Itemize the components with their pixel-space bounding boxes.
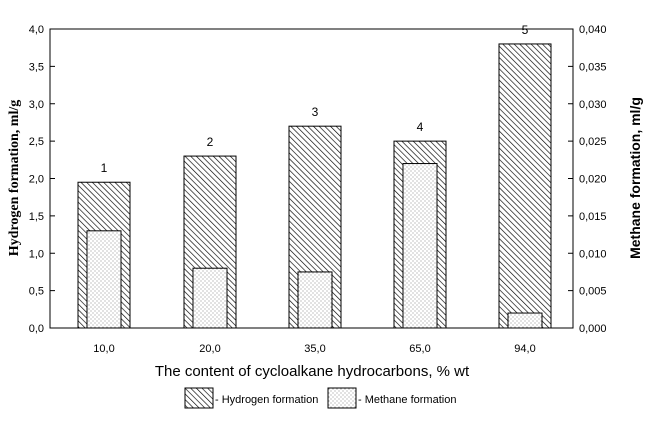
y-tick-label-right: 0,040: [579, 24, 607, 36]
y-tick-label-right: 0,000: [579, 323, 607, 335]
bar-number-label: 4: [417, 120, 424, 134]
y-tick-label-right: 0,010: [579, 248, 607, 260]
bar-hydrogen-5: [498, 43, 552, 329]
y-tick-label-left: 0,0: [29, 323, 44, 335]
legend-label-methane: - Methane formation: [358, 394, 456, 406]
bar-methane-4: [402, 163, 438, 329]
y-tick-label-right: 0,035: [579, 61, 607, 73]
y-tick-label-left: 1,5: [29, 211, 44, 223]
legend-swatch-hydrogen: [184, 387, 214, 409]
y-tick-label-left: 2,0: [29, 174, 44, 186]
y-tick-label-left: 2,5: [29, 136, 44, 148]
y-tick-label-right: 0,030: [579, 99, 607, 111]
legend-swatch-methane: [327, 387, 357, 409]
y-tick-label-left: 3,5: [29, 61, 44, 73]
x-tick-label: 35,0: [304, 343, 325, 355]
y-tick-label-left: 4,0: [29, 24, 44, 36]
x-tick-label: 65,0: [409, 343, 430, 355]
legend-label-hydrogen: - Hydrogen formation: [215, 394, 318, 406]
bar-number-label: 3: [312, 105, 319, 119]
y-tick-label-right: 0,005: [579, 286, 607, 298]
y-tick-label-right: 0,020: [579, 174, 607, 186]
y-tick-label-left: 3,0: [29, 99, 44, 111]
bar-methane-2: [192, 267, 228, 329]
y-tick-label-right: 0,015: [579, 211, 607, 223]
bar-number-label: 2: [207, 135, 214, 149]
x-tick-label: 10,0: [93, 343, 114, 355]
bar-number-label: 1: [101, 161, 108, 175]
bar-methane-5: [507, 312, 543, 329]
bar-number-label: 5: [522, 23, 529, 37]
y-tick-label-left: 0,5: [29, 286, 44, 298]
x-tick-label: 94,0: [514, 343, 535, 355]
y-tick-label-right: 0,025: [579, 136, 607, 148]
bar-methane-1: [86, 230, 122, 329]
x-axis-title: The content of cycloalkane hydrocarbons,…: [155, 363, 470, 380]
legend: - Hydrogen formation - Methane formation: [184, 387, 456, 409]
bar-methane-3: [297, 271, 333, 329]
x-tick-label: 20,0: [199, 343, 220, 355]
y-tick-label-left: 1,0: [29, 248, 44, 260]
y-axis-title-left: Hydrogen formation, ml/g: [7, 100, 22, 256]
y-axis-title-right: Methane formation, ml/g: [627, 97, 643, 259]
